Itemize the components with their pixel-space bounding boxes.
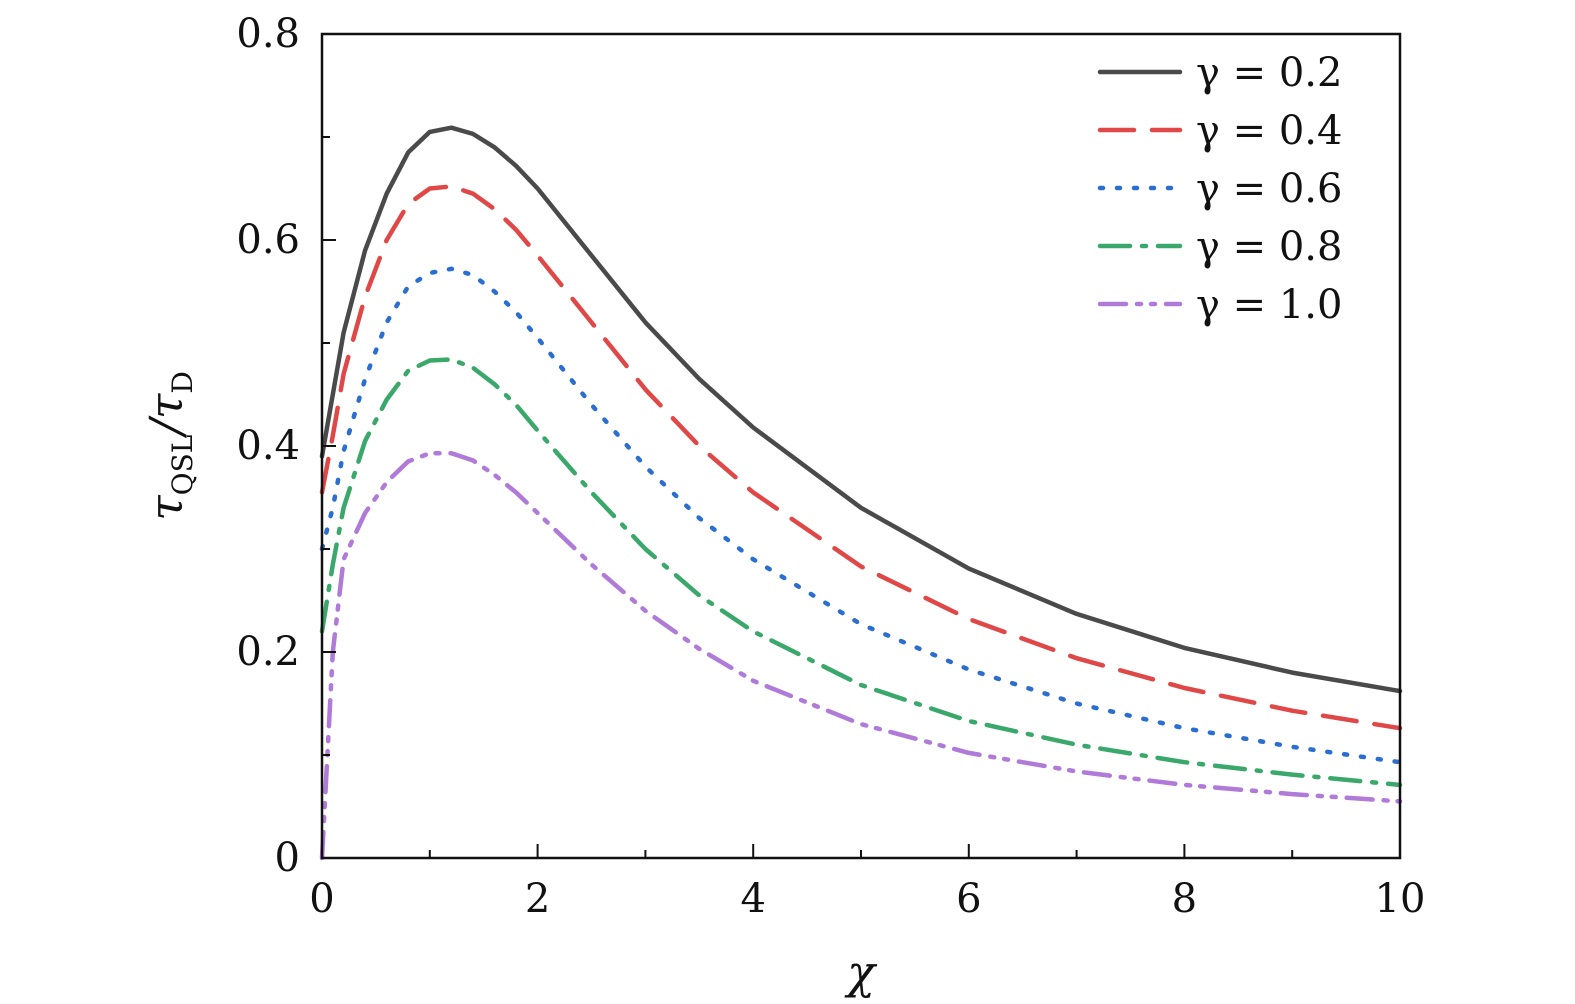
legend-label-0: γ = 0.2: [1196, 50, 1342, 96]
x-tick-label: 0: [309, 876, 334, 922]
series-line-2: [319, 266, 1403, 765]
series-line-1: [319, 184, 1403, 731]
plot-frame: [320, 32, 1402, 860]
x-tick-label: 4: [740, 876, 765, 922]
y-axis-title-sub2: D: [166, 371, 199, 393]
y-tick-label: 0.4: [236, 423, 300, 469]
y-tick-label: 0.6: [236, 217, 300, 263]
y-axis-title-mid: /τ: [139, 392, 193, 438]
x-tick-label: 6: [956, 876, 981, 922]
legend-label-3: γ = 0.8: [1196, 224, 1342, 270]
legend-label-2: γ = 0.6: [1196, 166, 1342, 212]
y-tick-label: 0.8: [236, 11, 300, 57]
y-axis-title-main: τ: [139, 494, 193, 521]
x-tick-label: 2: [525, 876, 550, 922]
legend: γ = 0.2 γ = 0.4 γ = 0.6 γ = 0.8 γ = 1.0: [1097, 50, 1342, 328]
tick-layer: 0 2 4 6 8 10 0 0.2 0.4 0.6 0.8: [236, 11, 1425, 922]
series-line-4: [319, 450, 1403, 861]
y-tick-label: 0.2: [236, 629, 300, 675]
legend-label-4: γ = 1.0: [1196, 282, 1342, 328]
y-axis-title: τQSL/τD: [139, 371, 199, 521]
x-axis-title: χ: [844, 945, 878, 999]
x-tick-label: 8: [1172, 876, 1197, 922]
series-line-0: [319, 125, 1403, 694]
y-axis-title-sub1: QSL: [166, 435, 199, 496]
legend-label-1: γ = 0.4: [1196, 108, 1342, 154]
series-line-3: [319, 357, 1403, 788]
series-layer: [319, 125, 1403, 861]
x-tick-label: 10: [1375, 876, 1426, 922]
y-tick-label: 0: [275, 835, 300, 881]
